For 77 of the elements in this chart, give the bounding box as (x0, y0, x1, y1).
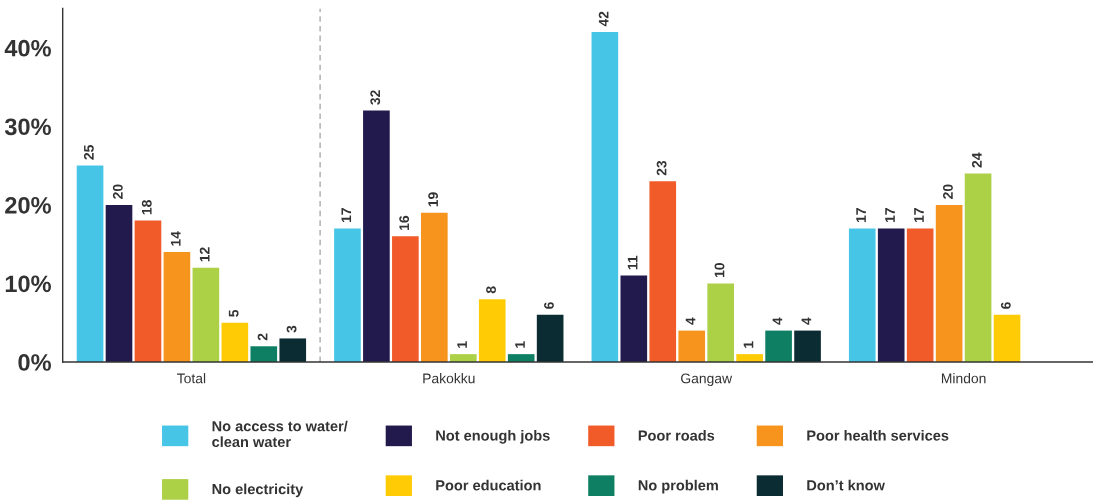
data-label: 12 (199, 247, 210, 262)
x-tick-label: Total (177, 373, 206, 384)
bar (279, 338, 307, 362)
legend-label: Not enough jobs (436, 429, 550, 444)
bar (163, 252, 191, 362)
bar (76, 165, 104, 362)
bar (134, 220, 162, 362)
data-label: 1 (457, 341, 467, 348)
bar (707, 283, 734, 362)
bar (765, 330, 792, 362)
data-label: 17 (856, 208, 866, 223)
y-tick-label: 0% (18, 354, 51, 371)
bar (192, 267, 220, 362)
bar (964, 173, 992, 362)
data-label: 6 (1000, 302, 1011, 309)
legend-label: Poor education (436, 479, 541, 491)
bar (449, 354, 477, 362)
data-label: 14 (170, 231, 181, 246)
data-label: 10 (714, 263, 725, 278)
legend-label: Poor roads (638, 429, 715, 441)
bar (678, 330, 706, 362)
data-label: 17 (914, 208, 924, 223)
bar (507, 354, 535, 362)
data-label: 32 (370, 90, 381, 105)
data-label: 6 (544, 302, 554, 309)
bar (105, 204, 133, 362)
data-label: 11 (627, 255, 638, 270)
bar (591, 32, 619, 362)
data-label: 17 (885, 208, 895, 223)
data-label: 16 (399, 215, 410, 230)
data-label: 23 (656, 160, 667, 176)
data-label: 2 (257, 333, 268, 341)
data-label: 25 (83, 145, 94, 160)
bar (334, 228, 361, 362)
data-label: 4 (685, 317, 696, 325)
bar (620, 275, 648, 362)
bar (649, 181, 677, 362)
y-tick-label: 10% (5, 275, 51, 293)
bar (935, 204, 963, 362)
bar (392, 236, 419, 362)
legend-label: No access to water/ clean water (212, 420, 348, 448)
legend-label: No problem (638, 479, 718, 494)
data-label: 20 (943, 184, 953, 199)
y-tick-label: 30% (4, 118, 51, 136)
data-label: 20 (112, 184, 123, 199)
y-tick-label: 40% (4, 39, 51, 57)
bar (250, 346, 278, 362)
bar (877, 228, 905, 362)
data-label: 8 (486, 286, 496, 294)
data-label: 24 (971, 152, 982, 168)
bar (906, 228, 934, 362)
data-label: 17 (341, 208, 352, 223)
bar (421, 212, 448, 362)
bar (993, 314, 1021, 362)
bar (221, 322, 249, 362)
legend-label: Don’t know (807, 479, 885, 491)
x-tick-label: Mindon (941, 373, 986, 384)
data-label: 18 (141, 200, 152, 215)
data-label: 42 (598, 11, 609, 27)
data-label: 3 (286, 325, 297, 333)
bar (736, 354, 763, 362)
bar (848, 228, 876, 362)
legend-label: No electricity (212, 483, 304, 498)
bar (536, 314, 564, 362)
data-label: 1 (515, 341, 525, 348)
x-tick-label: Gangaw (681, 373, 733, 387)
legend-label: Poor health services (807, 429, 949, 441)
data-label: 4 (801, 317, 812, 325)
data-label: 5 (228, 309, 239, 317)
data-label: 1 (743, 341, 754, 348)
bar (794, 330, 821, 362)
y-tick-label: 20% (5, 196, 51, 214)
bar (478, 299, 506, 362)
bar (363, 110, 390, 362)
data-label: 19 (428, 192, 439, 207)
x-tick-label: Pakokku (423, 373, 475, 384)
data-label: 4 (772, 317, 783, 325)
